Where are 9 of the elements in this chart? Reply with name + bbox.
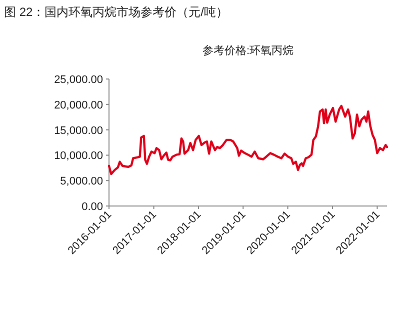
line-series bbox=[108, 104, 388, 176]
y-tick-label: 5,000.00 bbox=[60, 176, 103, 188]
y-tick-label: 20,000.00 bbox=[54, 99, 103, 112]
y-tick-label: 15,000.00 bbox=[54, 124, 103, 137]
y-tick-label: 10,000.00 bbox=[54, 150, 103, 162]
y-tick-label: 25,000.00 bbox=[54, 74, 103, 86]
y-tick-label: 0.00 bbox=[82, 201, 103, 213]
chart-subtitle: 参考价格:环氧丙烷 bbox=[202, 44, 294, 57]
chart-title: 图 22：国内环氧丙烷市场参考价（元/吨） bbox=[4, 5, 228, 19]
